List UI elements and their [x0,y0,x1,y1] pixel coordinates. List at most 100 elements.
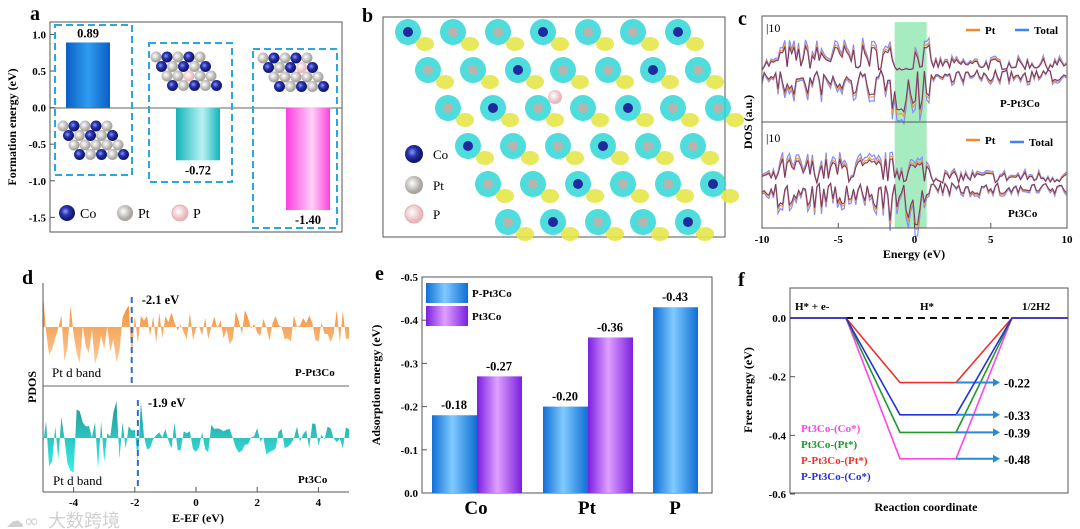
charge-density-yellow [636,113,654,127]
subplot-label-p-pt3co: P-Pt3Co [1000,98,1040,110]
pt-atom-icon [117,205,133,221]
charge-density-yellow [591,113,609,127]
xlabel-c: Energy (eV) [883,247,945,261]
legend-total: Total [1029,137,1053,149]
ylabel-e: Adsorption energy (eV) [369,325,383,446]
co-atom [63,130,74,141]
legend-f-3: P-Pt3Co-(Co*) [801,471,871,483]
co-atom [68,120,80,132]
xtick-label-c: -5 [834,234,844,246]
legend-pt: Pt [985,135,996,147]
charge-density-yellow [661,75,679,89]
subplot-label-pt3co: Pt3Co [1008,208,1038,220]
arrow-head-icon [993,428,1000,437]
pt-atom [279,52,291,64]
legend-c-top: Pt Total [966,25,1058,37]
pdos-area-1 [43,401,349,473]
bar-e-P-Pt3Co [432,415,477,493]
co-atom [156,61,167,72]
legend-pt: Pt [985,25,996,37]
lattice-atom [558,65,568,75]
pt-atom [257,52,269,64]
charge-density-yellow [436,75,454,89]
co-atom [74,149,85,160]
bar-a-0 [66,42,110,108]
band-label-bottom: Pt d band [53,473,103,488]
value-label-e: -0.27 [486,359,512,373]
pt-atom [57,120,69,132]
co-atom [307,62,318,73]
charge-density-yellow [681,113,699,127]
panel-label-e: e [375,263,384,285]
pdos-area-0 [43,294,349,365]
pt-atom [312,71,324,83]
charge-density-yellow [571,75,589,89]
bar-a-1 [176,107,220,161]
legend-c-bottom: Pt Total [966,135,1053,149]
lattice-atom [483,179,493,189]
ytick-label-a: -0.5 [29,139,47,151]
pt-atom [285,81,296,92]
co-atom [178,61,189,72]
bar-e-Pt3Co [588,337,633,493]
lattice-atom [548,217,558,227]
lattice-atom [663,179,673,189]
co-atom [318,81,329,92]
ylabel-c: DOS (a.u.) [741,95,755,149]
energy-path-2 [790,317,1068,384]
charge-density-yellow [596,37,614,51]
value-label-f: -0.33 [1004,409,1030,423]
charge-density-yellow [461,37,479,51]
pt-atom [101,139,113,151]
pt-atom [96,130,107,141]
co-atom [161,51,173,63]
lattice-atom [448,27,458,37]
pt-atom [90,139,102,151]
pt-atom [85,149,96,160]
legend-f-1: Pt3Co-(Pt*) [801,439,858,451]
ytick-label-a: -1.5 [29,212,47,224]
scale-bar-bottom: |10 [766,131,780,145]
legend-swatch-p-pt3co [426,283,468,303]
co-atom [96,149,107,160]
charge-density-yellow [651,227,669,241]
charge-density-yellow [516,227,534,241]
charge-density-yellow [501,113,519,127]
charge-density-yellow [656,151,674,165]
pt-atom [307,81,318,92]
lattice-atom [528,179,538,189]
bar-a-2 [286,107,330,211]
p-atom-icon [171,204,189,222]
d-band-center-label: -2.1 eV [142,293,180,307]
axes-frame-f [789,287,1069,494]
pt-atom [189,61,200,72]
lattice-atom [463,141,473,151]
charge-density-yellow [701,151,719,165]
xtick-label-d: -4 [69,497,79,509]
pt-atom [79,120,91,132]
charge-density-yellow [476,151,494,165]
xtick-label-c: 5 [988,234,994,246]
pt-atom [172,51,184,63]
panel-b: b Co Pt P [362,5,744,241]
value-label-a: -0.72 [185,163,211,177]
co-atom [296,81,307,92]
legend-co: Co [80,207,96,222]
legend-p: P [193,207,201,222]
pt-atom [68,139,80,151]
ytick-label-e: -0.1 [401,445,418,457]
charge-density-yellow [726,113,744,127]
lattice-atom [513,65,523,75]
pt-atom [279,71,291,83]
charge-density-yellow [686,37,704,51]
overlap-dos-curve [761,158,1067,186]
co-atom [211,80,222,91]
pt-atom-icon [405,176,423,194]
legend-total: Total [1034,25,1058,37]
ytick-label-a: -1.0 [29,176,47,188]
lattice-atom [623,103,633,113]
legend-pt3co: Pt3Co [472,311,502,323]
overlap-dos-curve [761,68,1067,114]
xlabel-d: E-EF (eV) [172,511,224,525]
